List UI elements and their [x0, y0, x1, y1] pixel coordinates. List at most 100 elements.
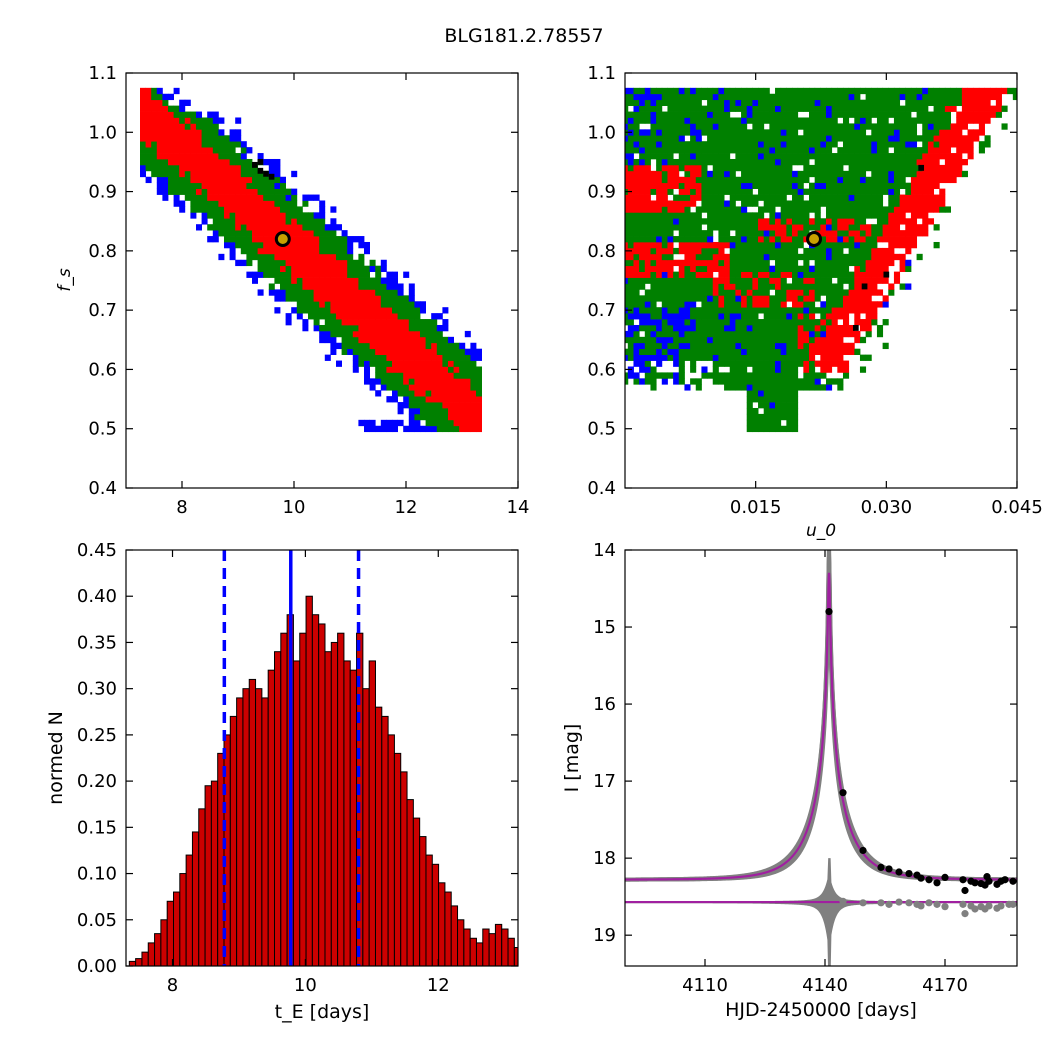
heatmap-cell [453, 396, 460, 403]
heatmap-cell [871, 135, 878, 142]
heatmap-cell [442, 366, 449, 373]
heatmap-cell [758, 194, 765, 201]
heatmap-cell [809, 348, 816, 355]
heatmap-cell [375, 307, 382, 314]
y-tick-label: 19 [593, 925, 616, 946]
heatmap-cell [978, 87, 985, 95]
heatmap-cell [741, 129, 748, 136]
heatmap-cell [347, 319, 354, 326]
heatmap-cell [229, 188, 236, 195]
heatmap-cell [639, 265, 646, 272]
heatmap-cell [364, 319, 370, 326]
heatmap-cell [375, 348, 382, 355]
heatmap-cell [718, 313, 725, 320]
heatmap-cell [775, 247, 782, 255]
heatmap-cell [859, 99, 867, 106]
heatmap-cell [707, 324, 714, 332]
heatmap-cell [848, 271, 855, 278]
heatmap-cell [196, 111, 202, 118]
heatmap-cell [459, 402, 466, 409]
heatmap-cell [837, 354, 844, 361]
histogram-bar [236, 697, 244, 966]
heatmap-cell [201, 141, 208, 148]
heatmap-cell [459, 425, 466, 433]
heatmap-cell [763, 141, 770, 148]
heatmap-cell [341, 348, 348, 355]
heatmap-cell [729, 289, 736, 296]
heatmap-cell [319, 289, 326, 296]
heatmap-cell [425, 384, 432, 391]
heatmap-cell [296, 212, 303, 219]
heatmap-cell [831, 194, 838, 201]
heatmap-cell [431, 413, 438, 421]
heatmap-cell [330, 313, 337, 320]
heatmap-cell [235, 236, 242, 243]
heatmap-cell [741, 354, 748, 361]
heatmap-cell [678, 283, 685, 290]
heatmap-cell [871, 141, 878, 148]
heatmap-cell [859, 105, 867, 112]
heatmap-cell [224, 153, 230, 160]
heatmap-cell [775, 295, 782, 302]
heatmap-cell [240, 147, 247, 154]
y-tick-label: 0.5 [88, 419, 117, 440]
heatmap-cell [746, 372, 753, 379]
heatmap-cell [369, 307, 376, 314]
heatmap-cell [420, 372, 426, 379]
heatmap-cell [690, 330, 697, 338]
heatmap-cell [190, 141, 197, 148]
heatmap-cell [633, 212, 640, 219]
heatmap-cell [162, 188, 169, 195]
heatmap-cell [769, 212, 776, 219]
heatmap-cell [837, 164, 844, 172]
heatmap-cell [644, 117, 651, 124]
heatmap-cell [809, 206, 816, 213]
heatmap-cell [859, 230, 867, 237]
heatmap-cell [695, 141, 702, 148]
heatmap-cell [224, 158, 230, 166]
heatmap-cell [899, 147, 906, 154]
heatmap-cell [701, 188, 708, 195]
heatmap-cell [775, 289, 782, 296]
residual-point [961, 910, 969, 918]
heatmap-cell [888, 141, 895, 148]
heatmap-cell [633, 224, 640, 231]
heatmap-cell [291, 283, 298, 290]
heatmap-cell [984, 135, 991, 142]
heatmap-cell [369, 384, 376, 391]
heatmap-cell [707, 277, 714, 284]
heatmap-cell [854, 230, 861, 237]
heatmap-cell [882, 99, 889, 106]
heatmap-cell [707, 354, 714, 361]
heatmap-cell [865, 93, 872, 101]
heatmap-cell [252, 230, 258, 237]
heatmap-cell [876, 123, 884, 130]
heatmap-cell [280, 283, 286, 290]
heatmap-cell [196, 135, 202, 142]
heatmap-cell [684, 283, 691, 290]
heatmap-cell [684, 158, 691, 166]
heatmap-cell [905, 283, 912, 290]
heatmap-cell [775, 348, 782, 355]
heatmap-cell [859, 153, 867, 160]
heatmap-cell [837, 182, 844, 189]
heatmap-cell [865, 313, 872, 320]
heatmap-cell [990, 111, 997, 118]
heatmap-cell [240, 153, 247, 160]
heatmap-cell [684, 170, 691, 178]
heatmap-cell [803, 170, 810, 178]
heatmap-cell [854, 259, 861, 267]
heatmap-cell [967, 105, 974, 112]
heatmap-cell [701, 265, 708, 272]
heatmap-cell [769, 360, 776, 367]
heatmap-cell [888, 236, 895, 243]
heatmap-cell [690, 129, 697, 136]
heatmap-cell [712, 324, 719, 332]
heatmap-cell [252, 200, 258, 207]
data-point [971, 879, 979, 887]
heatmap-cell [961, 93, 968, 101]
heatmap-cell [899, 218, 906, 225]
heatmap-cell [752, 283, 759, 290]
heatmap-cell [825, 277, 833, 284]
heatmap-cell [984, 93, 991, 101]
